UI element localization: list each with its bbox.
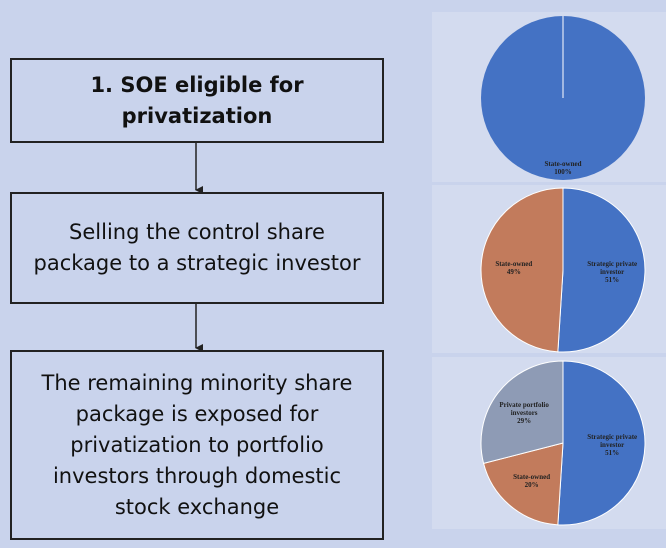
slice-value-label: 20% [524,480,539,489]
slice-label: Strategic private investor [587,432,638,449]
slice-value-label: 29% [517,416,532,425]
pie-slice [480,187,564,353]
slice-value-label: 49% [506,268,521,277]
slice-label: Private portfolio investors [499,400,549,417]
slice-label: State-owned [495,260,533,269]
slice-value-label: 100% [554,167,572,176]
pie-slice [557,360,646,526]
slice-label: State-owned [513,472,551,481]
slice-value-label: 51% [605,448,620,457]
slice-value-label: 51% [605,275,620,284]
step-box: The remaining minority share package is … [10,350,384,540]
pie-slice [480,360,564,465]
slice-label: State-owned [544,159,582,168]
slice-label: Strategic private investor [587,259,638,276]
pie-slice [557,187,646,353]
step-box: 1. SOE eligible for privatization [10,58,384,143]
step-box: Selling the control share package to a s… [10,192,384,304]
pie-slice [482,442,564,526]
